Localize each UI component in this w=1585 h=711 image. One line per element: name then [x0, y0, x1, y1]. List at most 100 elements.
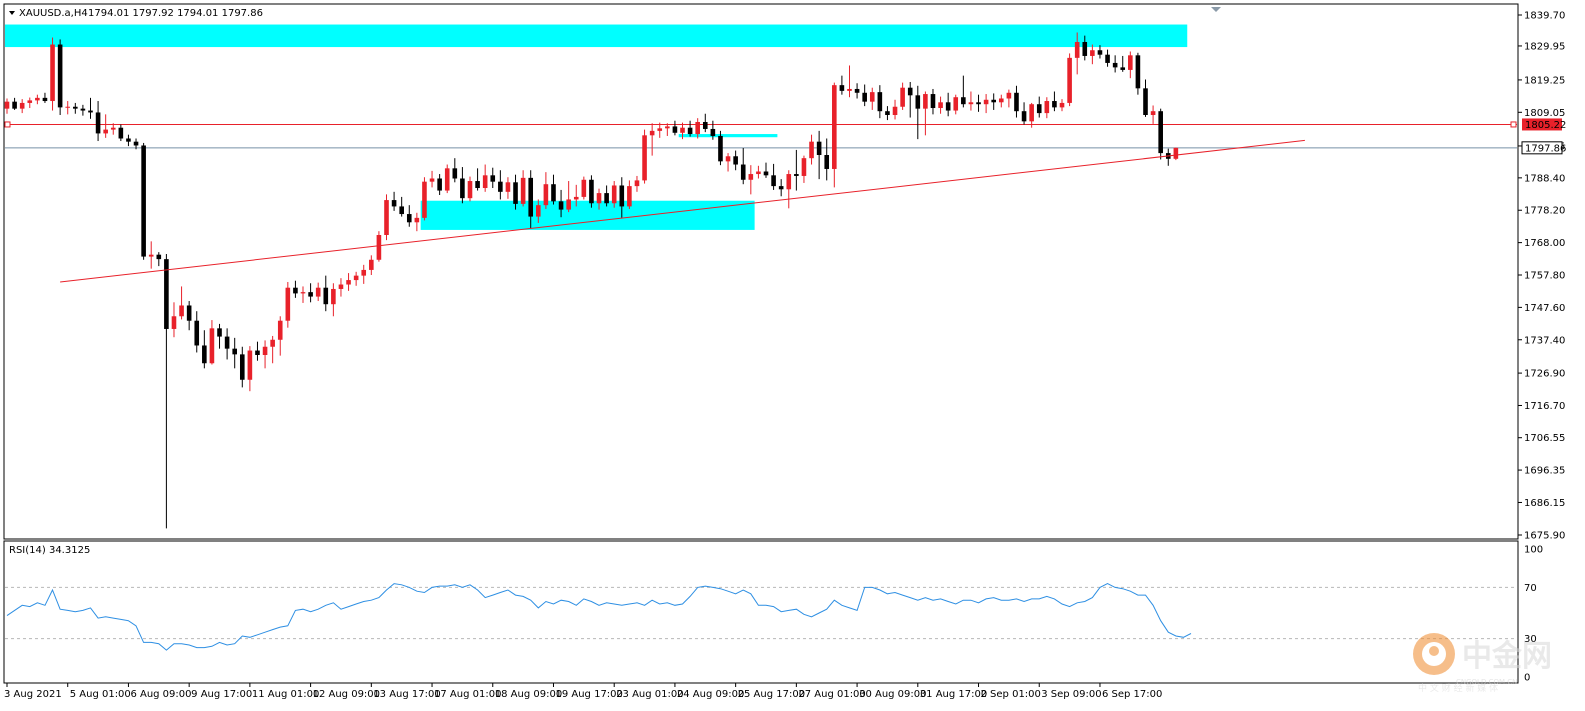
- candle-body: [338, 284, 344, 289]
- candle-body: [467, 181, 473, 199]
- candle-body: [50, 44, 55, 102]
- bull-candle: [422, 177, 427, 221]
- candle-body: [1120, 67, 1126, 70]
- bear-candle: [141, 142, 146, 260]
- candle-body: [1097, 50, 1103, 55]
- bear-candle: [1143, 79, 1148, 117]
- bull-candle: [444, 164, 450, 194]
- candle-body: [1021, 111, 1027, 122]
- bear-candle: [1158, 108, 1163, 160]
- price-tick-label: 1809.05: [1524, 108, 1565, 119]
- bull-candle: [634, 175, 640, 192]
- candle-body: [801, 158, 807, 176]
- lines-layer: [4, 121, 1517, 149]
- bull-candle: [869, 87, 875, 110]
- current-price-label: 1797.86: [1525, 143, 1566, 154]
- ohlc-label: 1794.01 1797.92 1794.01 1797.86: [88, 8, 263, 19]
- candle-body: [558, 201, 564, 210]
- bull-candle: [581, 176, 587, 200]
- price-tick-label: 1696.35: [1524, 466, 1565, 477]
- candle-body: [399, 206, 404, 215]
- bear-candle: [1105, 49, 1110, 67]
- bear-candle: [118, 124, 124, 142]
- support-zone[interactable]: [420, 200, 755, 230]
- candle-body: [877, 92, 883, 112]
- time-axis: 3 Aug 2021 5 Aug 01:00 6 Aug 09:00 9 Aug 17…: [4, 683, 1162, 700]
- candle-body: [444, 168, 450, 191]
- bull-candle: [543, 172, 549, 209]
- symbol-menu-triangle-icon[interactable]: [9, 11, 15, 15]
- candle-body: [611, 185, 617, 204]
- bear-candle: [1097, 45, 1103, 59]
- candle-body: [65, 106, 71, 108]
- bull-candle: [376, 231, 382, 262]
- bear-candle: [1021, 102, 1027, 125]
- bull-candle: [1128, 51, 1133, 79]
- bear-candle: [589, 175, 594, 208]
- candle-body: [202, 345, 207, 364]
- bear-candle: [255, 341, 260, 361]
- bull-candle: [1090, 44, 1095, 65]
- bear-candle: [551, 174, 556, 205]
- hline-handle-left[interactable]: [4, 121, 11, 128]
- candle-body: [536, 205, 541, 217]
- resistance-zone[interactable]: [5, 24, 1188, 48]
- candle-body: [718, 135, 723, 162]
- bull-candle: [998, 94, 1004, 108]
- bear-candle: [1135, 52, 1141, 95]
- price-tick-label: 1675.90: [1524, 531, 1565, 542]
- time-tick-label: 5 Aug 01:00: [70, 689, 131, 700]
- price-tick-label: 1757.80: [1524, 271, 1565, 282]
- candle-body: [490, 175, 496, 182]
- main-chart-panel[interactable]: [3, 3, 1519, 540]
- bear-candle: [475, 168, 480, 191]
- bull-candle: [801, 155, 807, 183]
- rsi-panel[interactable]: [3, 540, 1519, 684]
- bull-candle: [573, 184, 579, 207]
- small-zone[interactable]: [678, 134, 778, 138]
- trend-line[interactable]: [60, 139, 1305, 283]
- candle-body: [938, 102, 943, 109]
- candle-body: [414, 217, 420, 223]
- candle-body: [186, 305, 192, 321]
- candle-body: [915, 95, 921, 109]
- bear-candle: [945, 92, 951, 117]
- bull-candle: [968, 91, 974, 111]
- candle-body: [1112, 62, 1118, 68]
- candle-body: [551, 184, 556, 202]
- trend-layer[interactable]: [60, 139, 1305, 283]
- candle-body: [907, 87, 913, 96]
- time-tick-label: 31 Aug 17:00: [920, 689, 987, 700]
- candle-body: [1150, 111, 1156, 115]
- candle-body: [786, 174, 792, 190]
- candle-body: [88, 110, 93, 113]
- rsi-level-label: 0: [1524, 673, 1530, 684]
- bull-candle: [1029, 102, 1034, 128]
- price-tick-label: 1839.70: [1524, 11, 1565, 22]
- bull-candle: [171, 302, 177, 338]
- hline-handle-right[interactable]: [1510, 121, 1517, 128]
- time-tick-label: 18 Aug 09:00: [495, 689, 562, 700]
- bull-candle: [300, 286, 306, 303]
- bear-candle: [513, 174, 518, 210]
- bull-candle: [1067, 53, 1072, 107]
- bear-candle: [854, 83, 860, 99]
- bear-candle: [619, 177, 625, 218]
- candle-body: [179, 305, 184, 317]
- candle-body: [627, 186, 632, 207]
- bull-candle: [832, 82, 837, 188]
- candle-body: [1090, 50, 1095, 56]
- time-tick-label: 19 Aug 17:00: [555, 689, 622, 700]
- bull-candle: [536, 199, 541, 223]
- bear-candle: [702, 113, 708, 133]
- bear-candle: [323, 275, 329, 312]
- bear-candle: [672, 120, 678, 136]
- bear-candle: [452, 158, 458, 183]
- candle-body: [695, 121, 700, 135]
- candle-body: [148, 254, 154, 257]
- symbol-label[interactable]: XAUUSD.a,H4: [19, 8, 88, 19]
- candle-body: [141, 145, 146, 257]
- bull-candle: [665, 123, 670, 136]
- chart-shift-marker-icon[interactable]: [1211, 7, 1221, 12]
